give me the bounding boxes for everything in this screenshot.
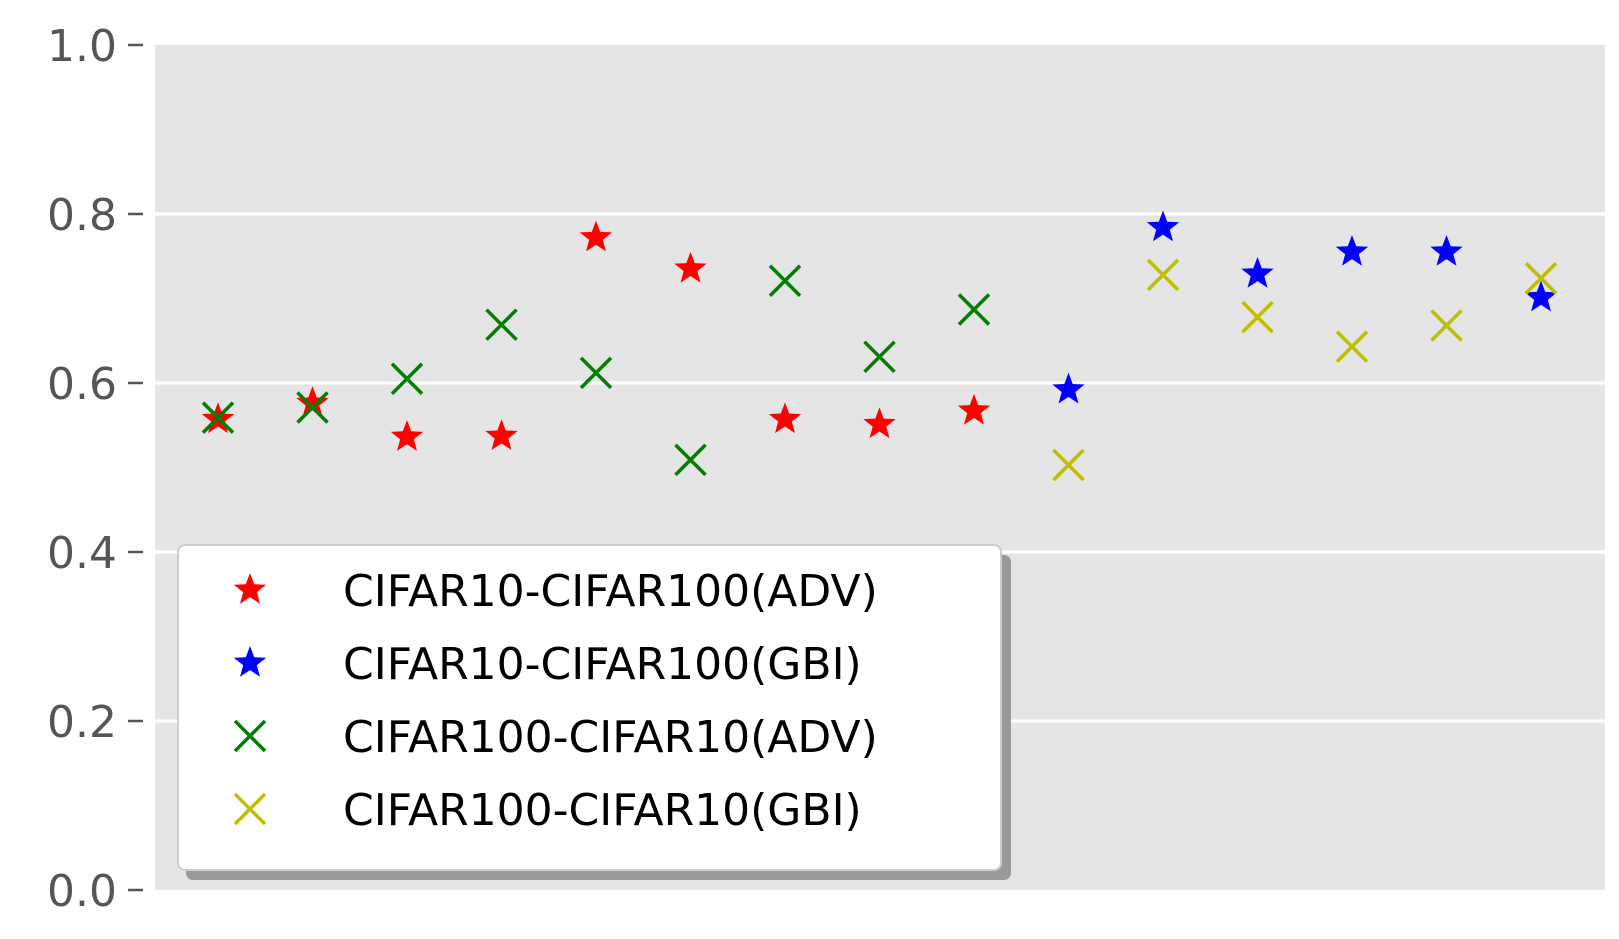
star-marker	[485, 419, 518, 450]
x-marker	[485, 308, 518, 341]
y-tick-label: 0.0	[47, 866, 117, 917]
x-stroke	[674, 443, 707, 477]
star-marker	[579, 220, 613, 252]
legend: CIFAR10-CIFAR100(ADV) CIFAR10-CIFAR100(GB…	[177, 544, 1011, 880]
legend-box	[177, 544, 1002, 871]
x-stroke	[1430, 309, 1463, 342]
x-stroke	[485, 308, 518, 341]
x-stroke	[201, 401, 235, 434]
legend-label: CIFAR100-CIFAR10(ADV)	[343, 712, 878, 763]
star-marker	[1241, 257, 1274, 288]
star-marker	[768, 402, 802, 434]
star-marker	[390, 420, 424, 451]
legend-marker	[233, 573, 267, 604]
x-marker	[1430, 309, 1463, 342]
x-marker	[201, 401, 235, 434]
x-stroke	[1146, 258, 1180, 292]
x-marker	[579, 356, 613, 390]
y-tick-label: 1.0	[47, 21, 117, 72]
x-stroke	[863, 340, 896, 374]
legend-marker	[233, 719, 267, 753]
x-marker	[957, 293, 991, 326]
star-marker	[1335, 235, 1369, 266]
x-stroke	[390, 362, 424, 396]
x-marker	[863, 340, 896, 374]
x-marker	[296, 391, 329, 424]
x-stroke	[768, 264, 802, 297]
star-marker	[674, 251, 707, 283]
x-stroke	[1335, 330, 1369, 363]
star-marker	[1430, 235, 1463, 266]
star-marker	[1052, 372, 1085, 404]
x-stroke	[233, 792, 267, 826]
y-tick-label: 0.8	[47, 190, 117, 241]
legend-marker	[233, 792, 267, 826]
legend-label: CIFAR100-CIFAR10(GBI)	[343, 785, 862, 836]
x-marker	[768, 264, 802, 297]
star-marker	[296, 386, 329, 418]
legend-label: CIFAR10-CIFAR100(GBI)	[343, 639, 862, 690]
x-stroke	[957, 293, 991, 326]
y-tick-label: 0.4	[47, 528, 117, 579]
legend-items: CIFAR10-CIFAR100(ADV) CIFAR10-CIFAR100(GB…	[233, 566, 878, 836]
star-marker	[1146, 210, 1180, 242]
y-tick-label: 0.6	[47, 359, 117, 410]
x-stroke	[1052, 448, 1085, 482]
y-tick-label: 0.2	[47, 697, 117, 748]
star-marker	[863, 407, 896, 439]
star-marker	[1524, 280, 1558, 312]
x-marker	[1524, 261, 1558, 295]
x-stroke	[579, 356, 613, 390]
x-stroke	[1241, 300, 1274, 334]
x-marker	[1052, 448, 1085, 482]
x-marker	[1146, 258, 1180, 292]
x-stroke	[296, 391, 329, 424]
x-marker	[1241, 300, 1274, 334]
star-marker	[957, 393, 991, 425]
x-marker	[674, 443, 707, 477]
x-stroke	[1524, 261, 1558, 295]
x-marker	[390, 362, 424, 396]
x-marker	[1335, 330, 1369, 363]
x-stroke	[233, 719, 267, 753]
data-points	[201, 210, 1558, 482]
legend-label: CIFAR10-CIFAR100(ADV)	[343, 566, 878, 617]
legend-marker	[233, 646, 267, 677]
y-axis: 0.0 0.2 0.4 0.6 0.8 1.0	[47, 21, 143, 917]
